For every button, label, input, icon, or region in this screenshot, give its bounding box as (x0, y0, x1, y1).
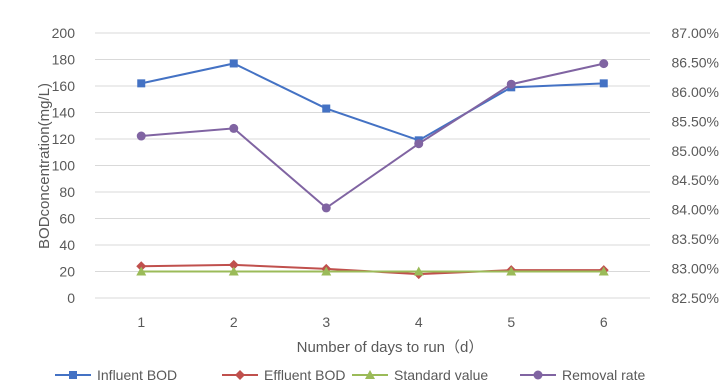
series-layer (136, 59, 609, 280)
y-left-tick-label: 120 (52, 131, 76, 147)
y-axis-left-ticks: 0 20 40 60 80 100 120 140 160 180 200 (52, 25, 76, 306)
data-point (506, 266, 517, 276)
y-axis-title: BODconcentration(mg/L) (36, 83, 53, 249)
y-right-tick-label: 85.00% (672, 143, 719, 159)
y-right-tick-label: 83.00% (672, 261, 719, 277)
data-point (136, 266, 147, 276)
legend-marker (235, 370, 245, 380)
y-right-tick-label: 87.00% (672, 25, 719, 41)
y-right-tick-label: 82.50% (672, 290, 719, 306)
x-tick-label: 2 (230, 314, 238, 330)
legend-item: Influent BOD (55, 367, 177, 383)
data-point (229, 59, 238, 68)
series-removal-rate (136, 59, 609, 213)
legend-item: Removal rate (520, 367, 645, 383)
data-point (321, 266, 332, 276)
data-point (228, 259, 239, 270)
legend-label: Removal rate (562, 367, 645, 383)
y-left-tick-label: 80 (59, 184, 75, 200)
series-line (141, 263, 604, 276)
data-point (599, 59, 609, 69)
series-effluent-bod (136, 259, 609, 280)
data-point (506, 79, 516, 89)
legend-marker (365, 370, 375, 379)
y-right-tick-label: 85.50% (672, 113, 719, 129)
legend-marker (69, 371, 77, 379)
legend-item: Effluent BOD (222, 367, 345, 383)
series-line (141, 62, 604, 210)
data-point (599, 79, 608, 88)
data-point (321, 203, 331, 213)
series-standard-value (136, 266, 609, 276)
data-point (136, 131, 146, 141)
y-left-tick-label: 20 (59, 264, 75, 280)
x-axis-title: Number of days to run（d） (297, 339, 484, 356)
data-point (414, 139, 424, 149)
y-right-tick-label: 86.00% (672, 84, 719, 100)
legend-item: Standard value (352, 367, 488, 383)
y-left-tick-label: 60 (59, 211, 75, 227)
x-tick-label: 5 (507, 314, 515, 330)
x-tick-label: 1 (137, 314, 145, 330)
x-tick-label: 4 (415, 314, 423, 330)
y-left-tick-label: 140 (52, 105, 76, 121)
data-point (137, 79, 146, 88)
x-tick-label: 6 (600, 314, 608, 330)
y-right-tick-label: 84.00% (672, 202, 719, 218)
y-right-tick-label: 86.50% (672, 54, 719, 70)
legend-label: Effluent BOD (264, 367, 345, 383)
series-line (141, 62, 604, 142)
data-point (136, 261, 147, 272)
data-point (228, 266, 239, 276)
data-point (322, 104, 331, 113)
y-left-tick-label: 100 (52, 158, 76, 174)
data-point (413, 266, 424, 276)
legend-label: Standard value (394, 367, 488, 383)
y-left-tick-label: 0 (67, 290, 75, 306)
legend-marker (533, 370, 543, 380)
series-influent-bod (137, 59, 608, 145)
y-left-tick-label: 180 (52, 52, 76, 68)
y-left-tick-label: 160 (52, 78, 76, 94)
x-tick-label: 3 (322, 314, 330, 330)
y-right-tick-label: 83.50% (672, 231, 719, 247)
y-left-tick-label: 40 (59, 237, 75, 253)
y-axis-right-ticks: 82.50% 83.00% 83.50% 84.00% 84.50% 85.00% 85.5… (672, 25, 719, 306)
y-left-tick-label: 200 (52, 25, 76, 41)
data-point (598, 266, 609, 276)
legend-label: Influent BOD (97, 367, 177, 383)
data-point (229, 123, 239, 133)
x-axis-ticks: 1 2 3 4 5 6 (137, 314, 608, 330)
legend: Influent BOD Effluent BOD Standard value Re… (55, 367, 645, 383)
y-right-tick-label: 84.50% (672, 172, 719, 188)
